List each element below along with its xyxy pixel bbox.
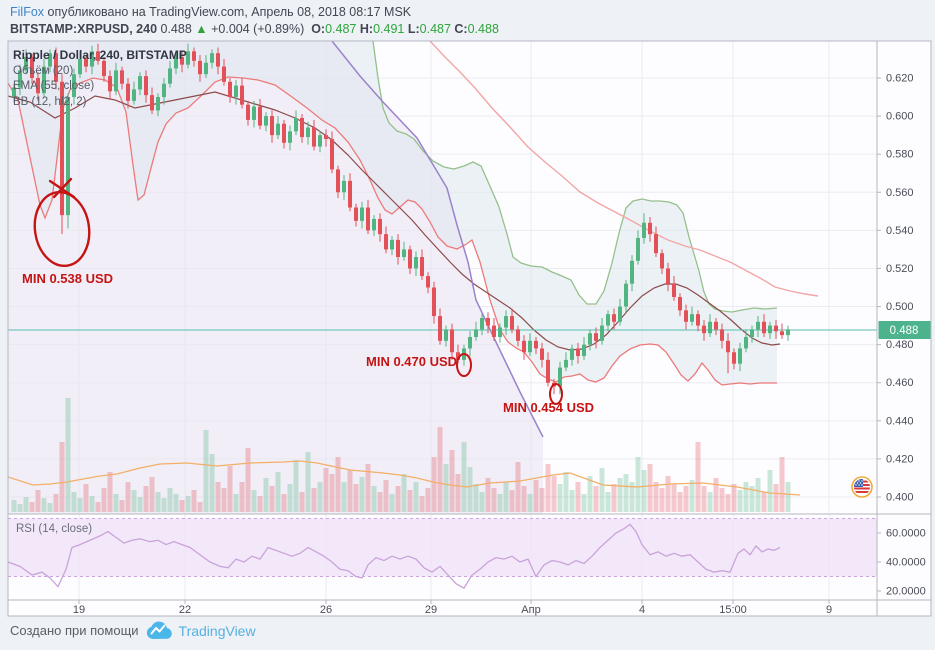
price-axis[interactable]: 0.620 0.600 0.580 0.560 0.540 0.520 0.500 0.480… — [877, 73, 914, 504]
annotations-layer — [33, 177, 563, 405]
svg-text:40.0000: 40.0000 — [886, 557, 926, 569]
open-value: 0.487 — [325, 22, 357, 36]
svg-text:9: 9 — [826, 604, 832, 616]
usd-flag-icon — [851, 476, 873, 498]
volume-ma-line — [8, 460, 801, 496]
low-value: 0.487 — [419, 22, 451, 36]
annotation-circle — [549, 383, 563, 405]
low-label: L: — [407, 22, 420, 36]
time-axis[interactable]: 19 22 26 29 Апр 4 15:00 9 — [73, 600, 832, 616]
svg-text:4: 4 — [639, 604, 645, 616]
svg-text:15:00: 15:00 — [719, 604, 747, 616]
svg-text:20.0000: 20.0000 — [886, 586, 926, 598]
high-value: 0.491 — [373, 22, 405, 36]
up-arrow-icon: ▲ — [195, 22, 208, 36]
trendline — [331, 41, 544, 438]
footer: Создано при помощи TradingView — [10, 620, 256, 641]
svg-text:0.400: 0.400 — [886, 492, 914, 504]
frame-layer — [7, 40, 932, 617]
svg-text:0.580: 0.580 — [886, 149, 914, 161]
svg-text:19: 19 — [73, 604, 85, 616]
svg-text:0.520: 0.520 — [886, 263, 914, 275]
svg-text:0.560: 0.560 — [886, 187, 914, 199]
last-price: 0.488 — [160, 22, 192, 36]
svg-text:22: 22 — [179, 604, 191, 616]
author-link[interactable]: FilFox — [10, 5, 45, 19]
high-label: H: — [359, 22, 374, 36]
svg-text:0.500: 0.500 — [886, 301, 914, 313]
annotation-circle — [456, 353, 472, 377]
svg-text:0.488: 0.488 — [890, 325, 919, 337]
symbol-title[interactable]: BITSTAMP:XRPUSD, 240 — [10, 22, 158, 36]
svg-text:26: 26 — [320, 604, 332, 616]
snapshot-byline: FilFox опубликовано на TradingView.com, … — [10, 5, 411, 19]
published-text: опубликовано на TradingView.com, Апрель … — [44, 5, 412, 19]
svg-text:0.420: 0.420 — [886, 453, 914, 465]
svg-text:0.460: 0.460 — [886, 377, 914, 389]
last-price-tag: 0.488 — [878, 321, 931, 339]
svg-text:0.440: 0.440 — [886, 415, 914, 427]
close-value: 0.488 — [467, 22, 499, 36]
tradingview-logo-icon — [146, 621, 172, 639]
svg-text:0.540: 0.540 — [886, 225, 914, 237]
rsi-line — [8, 523, 781, 589]
rsi-panel — [8, 518, 877, 589]
svg-text:0.600: 0.600 — [886, 111, 914, 123]
rsi-axis[interactable]: 60.0000 40.0000 20.0000 — [877, 528, 926, 598]
ema55-line — [429, 41, 819, 297]
candles-layer — [12, 43, 790, 395]
svg-text:60.0000: 60.0000 — [886, 528, 926, 540]
close-label: C: — [454, 22, 468, 36]
bb-upper-line — [372, 41, 778, 313]
main-plot-layer — [8, 41, 877, 514]
open-label: O: — [311, 22, 326, 36]
symbol-status-line: BITSTAMP:XRPUSD, 240 0.488 ▲ +0.004 (+0.… — [10, 22, 499, 36]
svg-text:29: 29 — [425, 604, 437, 616]
footer-credit: Создано при помощи — [10, 623, 139, 638]
price-change: +0.004 (+0.89%) — [211, 22, 305, 36]
svg-text:0.620: 0.620 — [886, 73, 914, 85]
bb-lower-line — [8, 76, 777, 386]
rsi-band-fill — [8, 518, 877, 577]
tradingview-link[interactable]: TradingView — [178, 622, 256, 639]
annotation-stroke — [52, 177, 73, 199]
svg-text:Апр: Апр — [521, 604, 540, 616]
svg-text:0.480: 0.480 — [886, 339, 914, 351]
bb-basis-line — [8, 91, 781, 351]
volume-layer — [11, 398, 791, 512]
